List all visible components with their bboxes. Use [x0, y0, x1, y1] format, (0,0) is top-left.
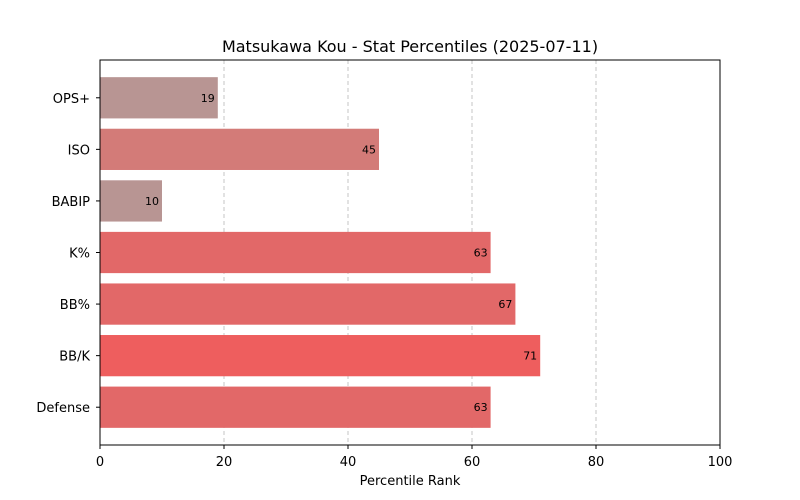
- bar: [100, 386, 491, 428]
- y-tick-label: ISO: [68, 143, 90, 158]
- x-axis-label: Percentile Rank: [360, 474, 461, 489]
- bar-value-label: 19: [201, 92, 215, 105]
- bar-value-label: 10: [145, 195, 159, 208]
- bar: [100, 77, 218, 119]
- bars: [100, 77, 541, 428]
- bar-value-label: 63: [474, 401, 488, 414]
- bar-value-label: 45: [362, 143, 376, 156]
- x-tick-label: 0: [96, 455, 104, 470]
- bar: [100, 231, 491, 274]
- bar: [100, 180, 162, 222]
- y-tick-label: OPS+: [53, 92, 90, 107]
- y-axis-ticks: OPS+ ISO BABIP K% BB% BB/K Defense: [36, 92, 100, 416]
- bar: [100, 283, 516, 325]
- y-tick-label: Defense: [36, 401, 90, 416]
- x-tick-label: 20: [216, 455, 233, 470]
- y-tick-label: BB%: [60, 298, 90, 313]
- bar: [100, 128, 379, 170]
- y-tick-label: K%: [69, 247, 90, 262]
- x-axis-ticks: 0 20 40 60 80 100: [96, 445, 733, 470]
- bar-value-label: 71: [523, 350, 537, 363]
- y-tick-label: BB/K: [59, 350, 90, 365]
- x-tick-label: 100: [708, 455, 733, 470]
- x-tick-label: 60: [464, 455, 481, 470]
- bar-value-label: 67: [498, 298, 512, 311]
- x-tick-label: 80: [588, 455, 605, 470]
- chart-title: Matsukawa Kou - Stat Percentiles (2025-0…: [222, 37, 598, 56]
- y-tick-label: BABIP: [52, 195, 91, 210]
- data-labels: 19 45 10 63 67 71 63: [145, 92, 537, 414]
- bar-value-label: 63: [474, 247, 488, 260]
- x-tick-label: 40: [340, 455, 357, 470]
- bar: [100, 335, 541, 377]
